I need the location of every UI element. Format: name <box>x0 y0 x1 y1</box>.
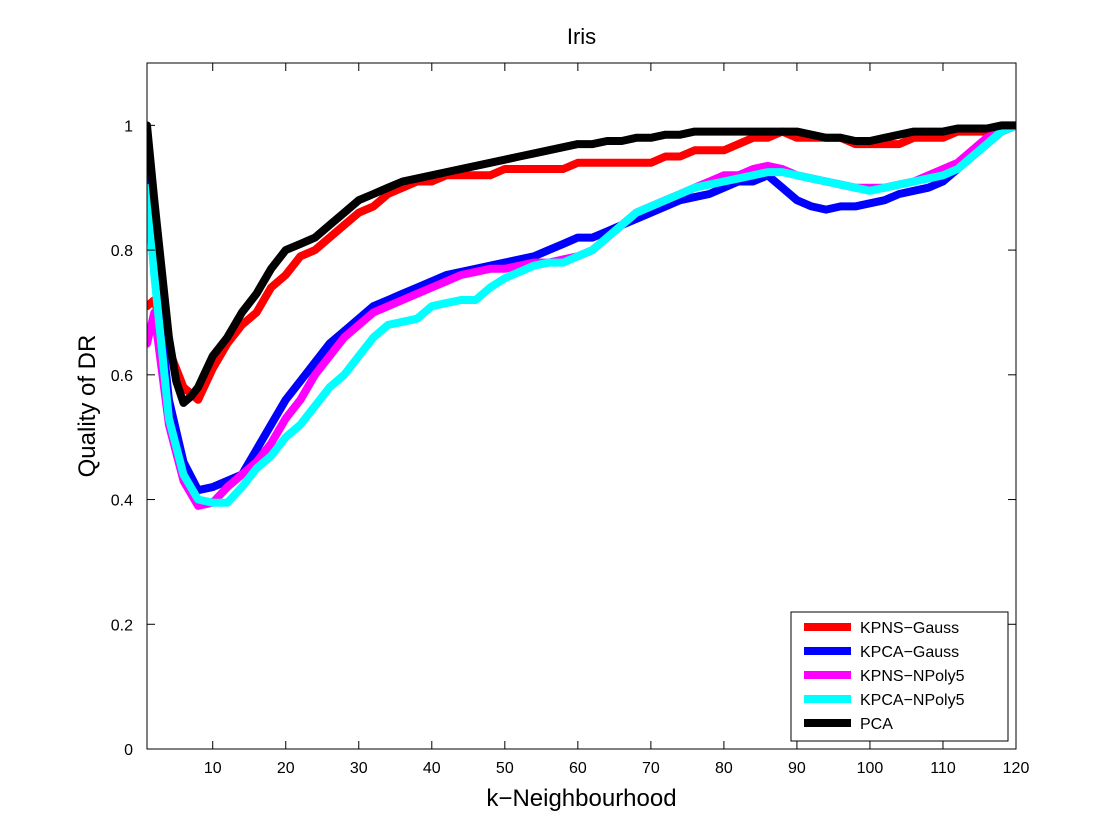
y-axis-title: Quality of DR <box>74 335 101 478</box>
x-tick-label: 90 <box>788 760 806 777</box>
y-tick-label: 0.4 <box>111 493 133 510</box>
y-tick-label: 0.6 <box>111 368 133 385</box>
x-tick-label: 120 <box>1003 760 1030 777</box>
axis-ticks: 10 20 30 40 50 60 70 80 90 100 110 120 0 0.2 0.4 0.6 0.8… <box>111 63 1030 777</box>
y-tick-label: 0.8 <box>111 243 133 260</box>
x-tick-label: 70 <box>642 760 660 777</box>
plot-area <box>147 121 1016 510</box>
x-tick-label: 30 <box>350 760 368 777</box>
axes-frame <box>146 62 1017 750</box>
y-tick-label: 0 <box>124 742 133 759</box>
chart-title: Iris <box>567 24 596 49</box>
legend: KPNS−Gauss KPCA−Gauss KPNS−NPoly5 KPCA−NPol… <box>790 611 1009 742</box>
x-tick-label: 50 <box>496 760 514 777</box>
series-line-2 <box>147 121 1016 495</box>
legend-label: KPCA−NPoly5 <box>860 692 965 709</box>
x-tick-label: 20 <box>277 760 295 777</box>
x-tick-label: 110 <box>930 760 956 777</box>
x-tick-label: 40 <box>423 760 441 777</box>
legend-label: PCA <box>860 716 893 733</box>
y-tick-label: 0.2 <box>111 617 133 634</box>
series-line-4 <box>147 121 1016 507</box>
x-tick-label: 100 <box>857 760 884 777</box>
series-line-5 <box>147 121 1016 407</box>
legend-label: KPNS−Gauss <box>860 620 959 637</box>
legend-label: KPNS−NPoly5 <box>860 668 965 685</box>
y-tick-label: 1 <box>124 118 133 135</box>
legend-label: KPCA−Gauss <box>860 644 959 661</box>
x-tick-label: 10 <box>204 760 222 777</box>
x-tick-label: 80 <box>715 760 733 777</box>
x-tick-label: 60 <box>569 760 587 777</box>
x-axis-title: k−Neighbourhood <box>486 785 676 812</box>
